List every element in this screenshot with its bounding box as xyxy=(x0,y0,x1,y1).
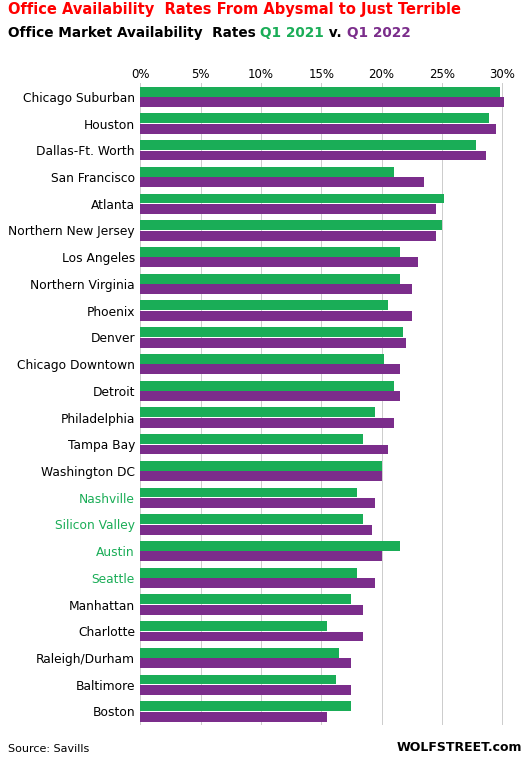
Bar xyxy=(140,150,487,160)
Text: v.: v. xyxy=(324,26,347,39)
Bar xyxy=(140,568,357,578)
Bar xyxy=(140,621,327,631)
Bar xyxy=(140,97,505,107)
Bar xyxy=(140,551,382,562)
Bar xyxy=(140,631,364,641)
Bar xyxy=(140,605,364,615)
Bar xyxy=(140,685,351,695)
Bar xyxy=(140,311,412,321)
Text: Office Market Availability  Rates: Office Market Availability Rates xyxy=(8,26,260,39)
Text: WOLFSTREET.com: WOLFSTREET.com xyxy=(396,741,522,754)
Bar xyxy=(140,204,436,214)
Bar xyxy=(140,364,400,374)
Text: Office Availability  Rates From Abysmal to Just Terrible: Office Availability Rates From Abysmal t… xyxy=(8,2,461,17)
Bar xyxy=(140,648,339,658)
Bar xyxy=(140,354,384,364)
Bar xyxy=(140,284,412,294)
Bar xyxy=(140,541,400,551)
Bar xyxy=(140,124,496,134)
Text: Source: Savills: Source: Savills xyxy=(8,744,89,754)
Bar xyxy=(140,274,400,284)
Bar xyxy=(140,327,403,337)
Bar xyxy=(140,701,351,711)
Bar xyxy=(140,87,500,96)
Text: Q1 2022: Q1 2022 xyxy=(347,26,410,39)
Bar xyxy=(140,113,489,123)
Bar xyxy=(140,487,357,497)
Bar xyxy=(140,515,364,524)
Bar xyxy=(140,167,394,177)
Bar xyxy=(140,434,364,444)
Bar xyxy=(140,301,387,310)
Bar xyxy=(140,712,327,722)
Bar xyxy=(140,391,400,401)
Bar xyxy=(140,408,375,417)
Bar xyxy=(140,445,387,455)
Bar xyxy=(140,498,375,508)
Bar xyxy=(140,231,436,241)
Bar xyxy=(140,417,394,427)
Bar xyxy=(140,178,423,187)
Bar xyxy=(140,471,382,481)
Bar xyxy=(140,594,351,604)
Bar xyxy=(140,578,375,588)
Bar xyxy=(140,194,444,203)
Bar xyxy=(140,220,442,230)
Bar xyxy=(140,461,382,471)
Text: Q1 2021: Q1 2021 xyxy=(260,26,324,39)
Bar xyxy=(140,524,372,534)
Bar xyxy=(140,658,351,668)
Bar xyxy=(140,257,418,267)
Bar xyxy=(140,381,394,391)
Bar xyxy=(140,675,335,685)
Bar xyxy=(140,338,405,348)
Bar xyxy=(140,140,475,150)
Bar xyxy=(140,247,400,257)
